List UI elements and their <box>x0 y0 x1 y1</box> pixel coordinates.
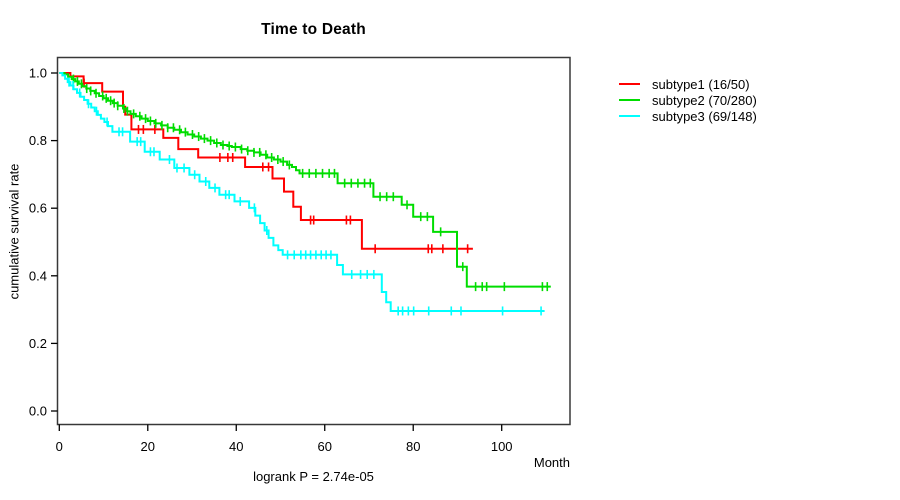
legend-item-subtype1: subtype1 (16/50) <box>619 76 757 92</box>
y-axis-tick-label: 0.0 <box>29 404 47 419</box>
y-axis-tick-label: 1.0 <box>29 66 47 81</box>
legend-line-swatch <box>619 115 640 117</box>
x-axis-label: Month <box>533 455 570 470</box>
legend-item-subtype2: subtype2 (70/280) <box>619 92 757 108</box>
plot-box <box>56 56 571 426</box>
x-axis-tick-label: 0 <box>56 439 63 454</box>
legend-item-subtype3: subtype3 (69/148) <box>619 108 757 124</box>
x-axis-tick-label: 60 <box>318 439 332 454</box>
legend-label: subtype1 (16/50) <box>652 76 750 92</box>
x-axis-tick-label: 20 <box>141 439 155 454</box>
y-axis-tick-label: 0.4 <box>29 268 47 283</box>
legend-label: subtype3 (69/148) <box>652 108 757 124</box>
y-axis-tick-label: 0.2 <box>29 336 47 351</box>
y-axis-tick-label: 0.8 <box>29 133 47 148</box>
legend: subtype1 (16/50) subtype2 (70/280) subtype… <box>619 76 757 124</box>
survival-curve-subtype2 <box>59 72 551 288</box>
chart-title: Time to Death <box>261 21 366 38</box>
survival-curve-subtype3 <box>59 72 545 312</box>
y-axis-tick-label: 0.6 <box>29 201 47 216</box>
logrank-pvalue-annotation: logrank P = 2.74e-05 <box>253 469 374 484</box>
legend-line-swatch <box>619 83 640 85</box>
y-axis-label: cumulative survival rate <box>6 163 22 300</box>
legend-label: subtype2 (70/280) <box>652 92 757 108</box>
x-axis-tick-label: 40 <box>229 439 243 454</box>
x-axis-tick-label: 100 <box>491 439 513 454</box>
survival-curve-subtype1 <box>59 72 473 250</box>
x-axis-tick-label: 80 <box>406 439 420 454</box>
legend-line-swatch <box>619 99 640 101</box>
